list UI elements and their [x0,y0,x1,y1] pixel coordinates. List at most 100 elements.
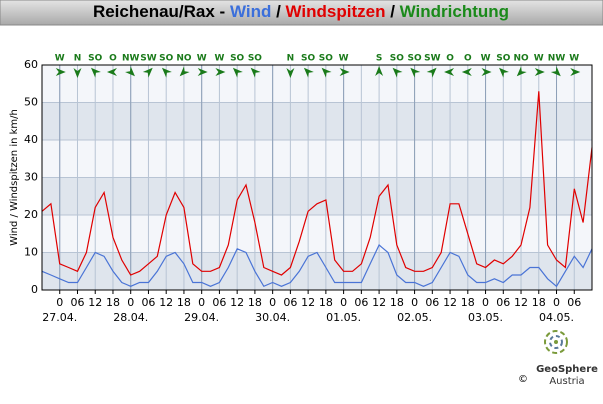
direction-label: SO [496,54,510,64]
x-date-label: 01.05. [326,311,361,324]
direction-label: SW [424,54,440,64]
plot-area: 0 10 20 30 40 50 60 0 06 12 18 0 06 12 18 0 06 12 18 0 06 12 1… [9,54,593,324]
grid-band [42,215,592,253]
direction-label: W [534,54,544,64]
y-axis-label: Wind / Windspitzen in km/h [9,109,20,246]
title-part: Windrichtung [400,2,509,21]
x-tick-label: 18 [319,296,333,309]
x-date-label: 03.05. [468,311,503,324]
grid-band [42,140,592,178]
grid-band [42,177,592,215]
direction-arrow [444,68,455,76]
x-tick-label: 0 [482,296,489,309]
x-tick-label: 18 [248,296,262,309]
x-tick-label: 06 [141,296,155,309]
title-part: Reichenau/Rax - [93,2,230,21]
direction-label: W [214,54,224,64]
x-tick-label: 18 [461,296,475,309]
x-tick-label: 06 [567,296,581,309]
direction-label: N [74,54,82,64]
direction-arrow [303,67,314,78]
direction-label: NO [513,54,529,64]
direction-arrow [106,68,117,76]
direction-label: SO [230,54,244,64]
y-tick-label: 60 [24,58,38,71]
direction-arrow [534,68,545,76]
direction-label: SO [88,54,102,64]
y-tick-label: 40 [24,133,38,146]
plot-frame [41,64,593,291]
y-tick-label: 20 [24,208,38,221]
direction-arrow [215,68,226,76]
direction-label: N [287,54,295,64]
direction-arrow [55,68,66,76]
grid-band [42,252,592,290]
x-tick-label: 12 [372,296,386,309]
x-tick-label: 0 [340,296,347,309]
direction-label: W [55,54,65,64]
direction-label: NW [548,54,566,64]
grid-band [42,65,592,103]
x-date-label: 29.04. [184,311,219,324]
direction-label: W [569,54,579,64]
direction-arrow [392,67,403,78]
direction-arrow [461,68,472,76]
direction-label: SO [301,54,315,64]
direction-label: O [464,54,472,64]
direction-label: O [446,54,454,64]
x-tick-label: 12 [514,296,528,309]
direction-label: NW [122,54,140,64]
x-tick-label: 0 [553,296,560,309]
y-tick-label: 10 [24,246,38,259]
series-line [41,91,593,276]
chart-title: Reichenau/Rax - Wind / Windspitzen / Win… [93,2,509,21]
grid-band [42,102,592,140]
x-date-label: 04.05. [539,311,574,324]
direction-arrow [570,68,581,76]
x-date-label: 28.04. [113,311,148,324]
x-date-label: 27.04. [42,311,77,324]
direction-arrow [73,68,82,78]
title-part: / [385,2,399,21]
direction-arrow [550,66,561,77]
direction-label: W [197,54,207,64]
series-line [41,244,593,288]
x-tick-label: 12 [230,296,244,309]
direction-label: SO [248,54,262,64]
copyright: © [518,374,528,385]
x-tick-label: 0 [198,296,205,309]
title-part: Windspitzen [286,2,386,21]
title-bar [0,0,603,26]
direction-label: W [481,54,491,64]
y-tick-label: 30 [24,171,38,184]
direction-label: W [339,54,349,64]
direction-arrow [286,68,295,78]
x-tick-label: 12 [443,296,457,309]
logo [544,330,568,354]
direction-label: SO [408,54,422,64]
x-tick-label: 0 [411,296,418,309]
direction-label: S [376,54,382,64]
direction-arrow [499,67,509,78]
direction-arrow [426,67,437,78]
direction-label: SO [390,54,404,64]
x-date-label: 02.05. [397,311,432,324]
x-tick-label: 06 [354,296,368,309]
direction-arrow [516,66,527,77]
direction-arrow [339,68,350,76]
direction-arrow [197,68,208,76]
title-part: Wind [230,2,271,21]
direction-label: NO [176,54,192,64]
logo-sub: Austria [549,376,584,387]
y-tick-label: 0 [31,283,38,296]
x-tick-label: 18 [390,296,404,309]
x-tick-label: 18 [106,296,120,309]
y-tick-label: 50 [24,96,38,109]
direction-label: O [109,54,117,64]
direction-label: SW [140,54,156,64]
x-tick-label: 18 [532,296,546,309]
x-tick-label: 06 [212,296,226,309]
direction-label: SO [159,54,173,64]
